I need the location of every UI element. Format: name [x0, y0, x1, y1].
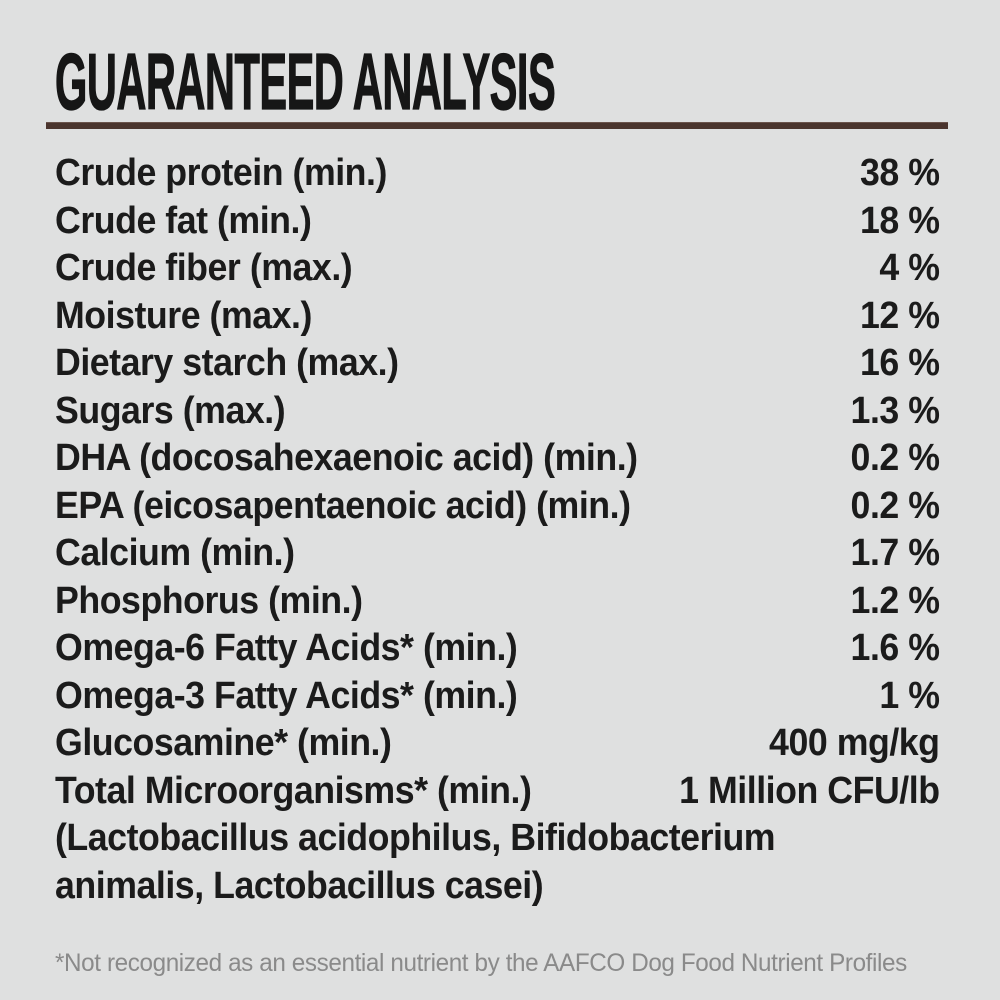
nutrient-label: Crude protein (min.) [55, 152, 387, 194]
analysis-row: Total Microorganisms* (min.) 1 Million C… [55, 768, 940, 816]
nutrient-value: 4 % [879, 247, 940, 289]
nutrient-label: EPA (eicosapentaenoic acid) (min.) [55, 484, 631, 527]
nutrient-label: Omega-3 Fatty Acids* (min.) [55, 674, 518, 717]
nutrient-label: DHA (docosahexaenoic acid) (min.) [55, 437, 638, 479]
microorganisms-species-line: (Lactobacillus acidophilus, Bifidobacter… [55, 817, 776, 859]
nutrient-value: 0.2 % [850, 437, 940, 479]
analysis-row: Omega-6 Fatty Acids* (min.) 1.6 % [55, 625, 940, 673]
nutrient-value: 1.6 % [850, 627, 940, 669]
nutrient-label: Omega-6 Fatty Acids* (min.) [55, 627, 518, 669]
nutrient-label: Crude fiber (max.) [55, 247, 353, 289]
analysis-row: Moisture (max.) 12 % [55, 293, 940, 341]
nutrient-label: Total Microorganisms* (min.) [55, 769, 532, 812]
title-divider-rule [46, 122, 948, 129]
analysis-row: Crude protein (min.) 38 % [55, 150, 940, 198]
nutrient-label: Phosphorus (min.) [55, 579, 363, 622]
nutrient-label: Crude fat (min.) [55, 199, 312, 242]
nutrient-value: 1.2 % [850, 579, 940, 622]
footnote-text: *Not recognized as an essential nutrient… [55, 949, 907, 977]
microorganisms-species-line: animalis, Lactobacillus casei) [55, 864, 544, 907]
nutrient-value: 0.2 % [850, 484, 940, 527]
nutrient-label: Dietary starch (max.) [55, 342, 399, 384]
analysis-row: Phosphorus (min.) 1.2 % [55, 578, 940, 626]
nutrient-value: 38 % [859, 152, 940, 194]
analysis-row: Omega-3 Fatty Acids* (min.) 1 % [55, 673, 940, 721]
nutrient-value: 16 % [859, 342, 940, 384]
nutrient-value: 400 mg/kg [769, 722, 940, 764]
analysis-table: Crude protein (min.) 38 % Crude fat (min… [55, 150, 940, 910]
nutrient-label: Moisture (max.) [55, 294, 312, 337]
analysis-row: EPA (eicosapentaenoic acid) (min.) 0.2 % [55, 483, 940, 531]
nutrient-value: 1.3 % [850, 389, 940, 432]
nutrient-label: Sugars (max.) [55, 389, 286, 432]
analysis-row: DHA (docosahexaenoic acid) (min.) 0.2 % [55, 435, 940, 483]
analysis-row: Sugars (max.) 1.3 % [55, 388, 940, 436]
nutrient-value: 1 Million CFU/lb [679, 769, 940, 812]
analysis-row: Crude fiber (max.) 4 % [55, 245, 940, 293]
nutrient-value: 12 % [859, 294, 940, 337]
analysis-row: Glucosamine* (min.) 400 mg/kg [55, 720, 940, 768]
nutrient-value: 1 % [879, 674, 940, 717]
analysis-row: Calcium (min.) 1.7 % [55, 530, 940, 578]
nutrient-label: Glucosamine* (min.) [55, 722, 392, 764]
nutrient-value: 1.7 % [850, 532, 940, 574]
page-title: GUARANTEED ANALYSIS [55, 37, 556, 126]
analysis-row: Dietary starch (max.) 16 % [55, 340, 940, 388]
analysis-row: Crude fat (min.) 18 % [55, 198, 940, 246]
nutrient-value: 18 % [859, 199, 940, 242]
nutrient-label: Calcium (min.) [55, 532, 295, 574]
